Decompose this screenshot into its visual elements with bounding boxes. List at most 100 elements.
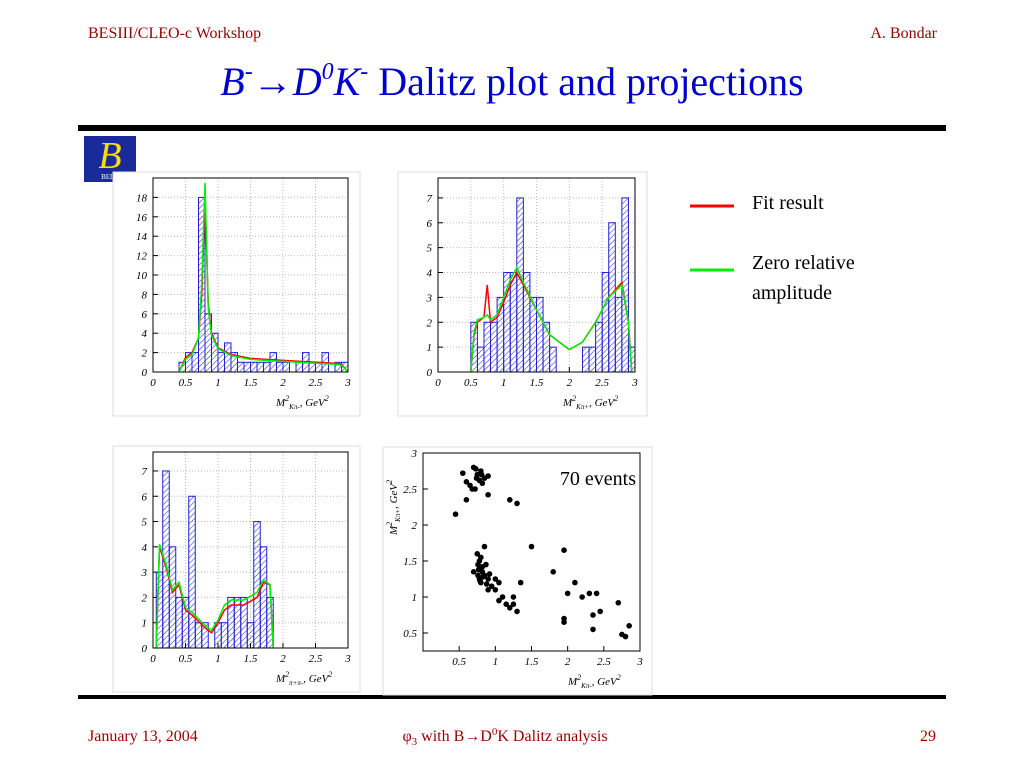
footer-part: K Dalitz analysis xyxy=(497,728,607,745)
scatter-point xyxy=(485,576,491,582)
x-tick-label: 0 xyxy=(435,377,441,389)
x-tick-label: 1 xyxy=(215,653,221,665)
histogram-bar xyxy=(282,361,290,373)
x-tick-label: 1.5 xyxy=(525,656,539,668)
footer-title: φ3 with B→D0K Dalitz analysis xyxy=(402,726,607,748)
y-tick-label: 16 xyxy=(136,212,148,224)
y-tick-label: 2.5 xyxy=(403,484,417,496)
legend-label: Fit result xyxy=(752,192,824,214)
scatter-point xyxy=(481,543,488,550)
footer-part: 3 xyxy=(412,736,418,748)
scatter-point xyxy=(473,475,480,482)
x-tick-label: 2.5 xyxy=(597,656,611,668)
y-tick-label: 6 xyxy=(142,491,148,503)
histogram-bar xyxy=(581,346,590,373)
axis-label-part: M xyxy=(275,397,286,409)
y-tick-label: 2 xyxy=(412,520,418,532)
footer-page: 29 xyxy=(920,728,936,745)
histogram-bar xyxy=(246,622,255,649)
axis-label-part: M xyxy=(562,397,573,409)
scatter-point xyxy=(528,543,535,550)
scatter-point xyxy=(470,569,477,575)
histogram-bar xyxy=(250,361,258,373)
scatter-point xyxy=(590,612,596,618)
scatter-point xyxy=(517,579,524,586)
histogram-bar xyxy=(549,346,557,373)
title-part: 0 xyxy=(322,59,334,85)
x-tick-label: 3 xyxy=(636,656,643,668)
histogram-bar xyxy=(256,361,264,373)
y-tick-label: 7 xyxy=(427,193,433,205)
x-tick-label: 3 xyxy=(344,653,351,665)
scatter-point xyxy=(572,579,578,586)
y-tick-label: 3 xyxy=(426,292,433,304)
title-part: → xyxy=(253,59,293,104)
axis-label-part: M xyxy=(275,673,286,685)
scatter-point xyxy=(597,608,604,615)
histogram-bar xyxy=(253,521,261,649)
footer-date: January 13, 2004 xyxy=(88,728,198,745)
histogram-bar xyxy=(588,346,597,373)
panel xyxy=(112,445,361,693)
scatter-point xyxy=(492,576,499,582)
scatter-point xyxy=(507,497,513,503)
histogram-bar xyxy=(536,296,544,373)
x-tick-label: 2.5 xyxy=(309,653,323,665)
slide-title: B-→D0K- Dalitz plot and projections xyxy=(220,59,803,104)
title-part: - xyxy=(245,59,253,85)
title-part: - xyxy=(360,59,368,85)
scatter-point xyxy=(480,574,486,580)
axis-label-part: , GeV xyxy=(388,483,400,509)
histogram-bar xyxy=(614,296,623,373)
scatter-point xyxy=(564,590,571,597)
axis-label-part: Kπ- xyxy=(580,682,592,690)
y-tick-label: 0 xyxy=(142,643,148,655)
y-tick-label: 5 xyxy=(427,243,433,255)
y-tick-label: 6 xyxy=(142,309,148,321)
panel xyxy=(382,446,653,696)
x-tick-label: 2.5 xyxy=(309,377,323,389)
y-tick-label: 5 xyxy=(142,517,148,529)
logo-text: BELLE xyxy=(101,173,123,181)
x-tick-label: 2 xyxy=(567,377,573,389)
axis-label-part: 2 xyxy=(572,394,576,403)
histogram-bar xyxy=(516,197,524,373)
fit-curve xyxy=(470,265,633,373)
y-axis-label: M2Kπ+, GeV2 xyxy=(385,480,402,536)
histogram-bar xyxy=(259,546,268,649)
axis-label-part: Kπ+ xyxy=(394,509,402,523)
scatter-point xyxy=(475,566,482,573)
logo-letter: B xyxy=(98,135,121,177)
scatter-point xyxy=(478,471,485,478)
y-tick-label: 6 xyxy=(427,218,433,230)
title-part: K xyxy=(333,59,363,104)
y-tick-label: 1 xyxy=(427,342,433,354)
scatter-point xyxy=(550,569,556,575)
x-tick-label: 3 xyxy=(344,377,351,389)
plot-frame xyxy=(152,451,349,649)
histogram-bar xyxy=(191,352,199,373)
x-tick-label: 1.5 xyxy=(244,377,258,389)
x-tick-label: 2 xyxy=(280,653,286,665)
y-tick-label: 2 xyxy=(142,592,148,604)
x-tick-label: 0.5 xyxy=(452,656,466,668)
axis-label-part: Kπ- xyxy=(288,403,300,411)
x-tick-label: 1.5 xyxy=(530,377,544,389)
x-tick-label: 0.5 xyxy=(179,653,193,665)
axis-label-part: 2 xyxy=(385,480,394,484)
footer-part: → xyxy=(464,728,480,745)
x-axis-label: M2Kπ+, GeV2 xyxy=(562,394,618,411)
scatter-point xyxy=(485,587,491,593)
scatter-point xyxy=(514,500,520,507)
y-tick-label: 12 xyxy=(136,251,148,263)
axis-label-part: 2 xyxy=(325,394,329,403)
x-tick-label: 3 xyxy=(631,377,638,389)
axis-label-part: , GeV xyxy=(592,676,618,688)
scatter-point xyxy=(561,619,567,625)
x-axis-label: M2π+π-, GeV2 xyxy=(275,670,332,687)
